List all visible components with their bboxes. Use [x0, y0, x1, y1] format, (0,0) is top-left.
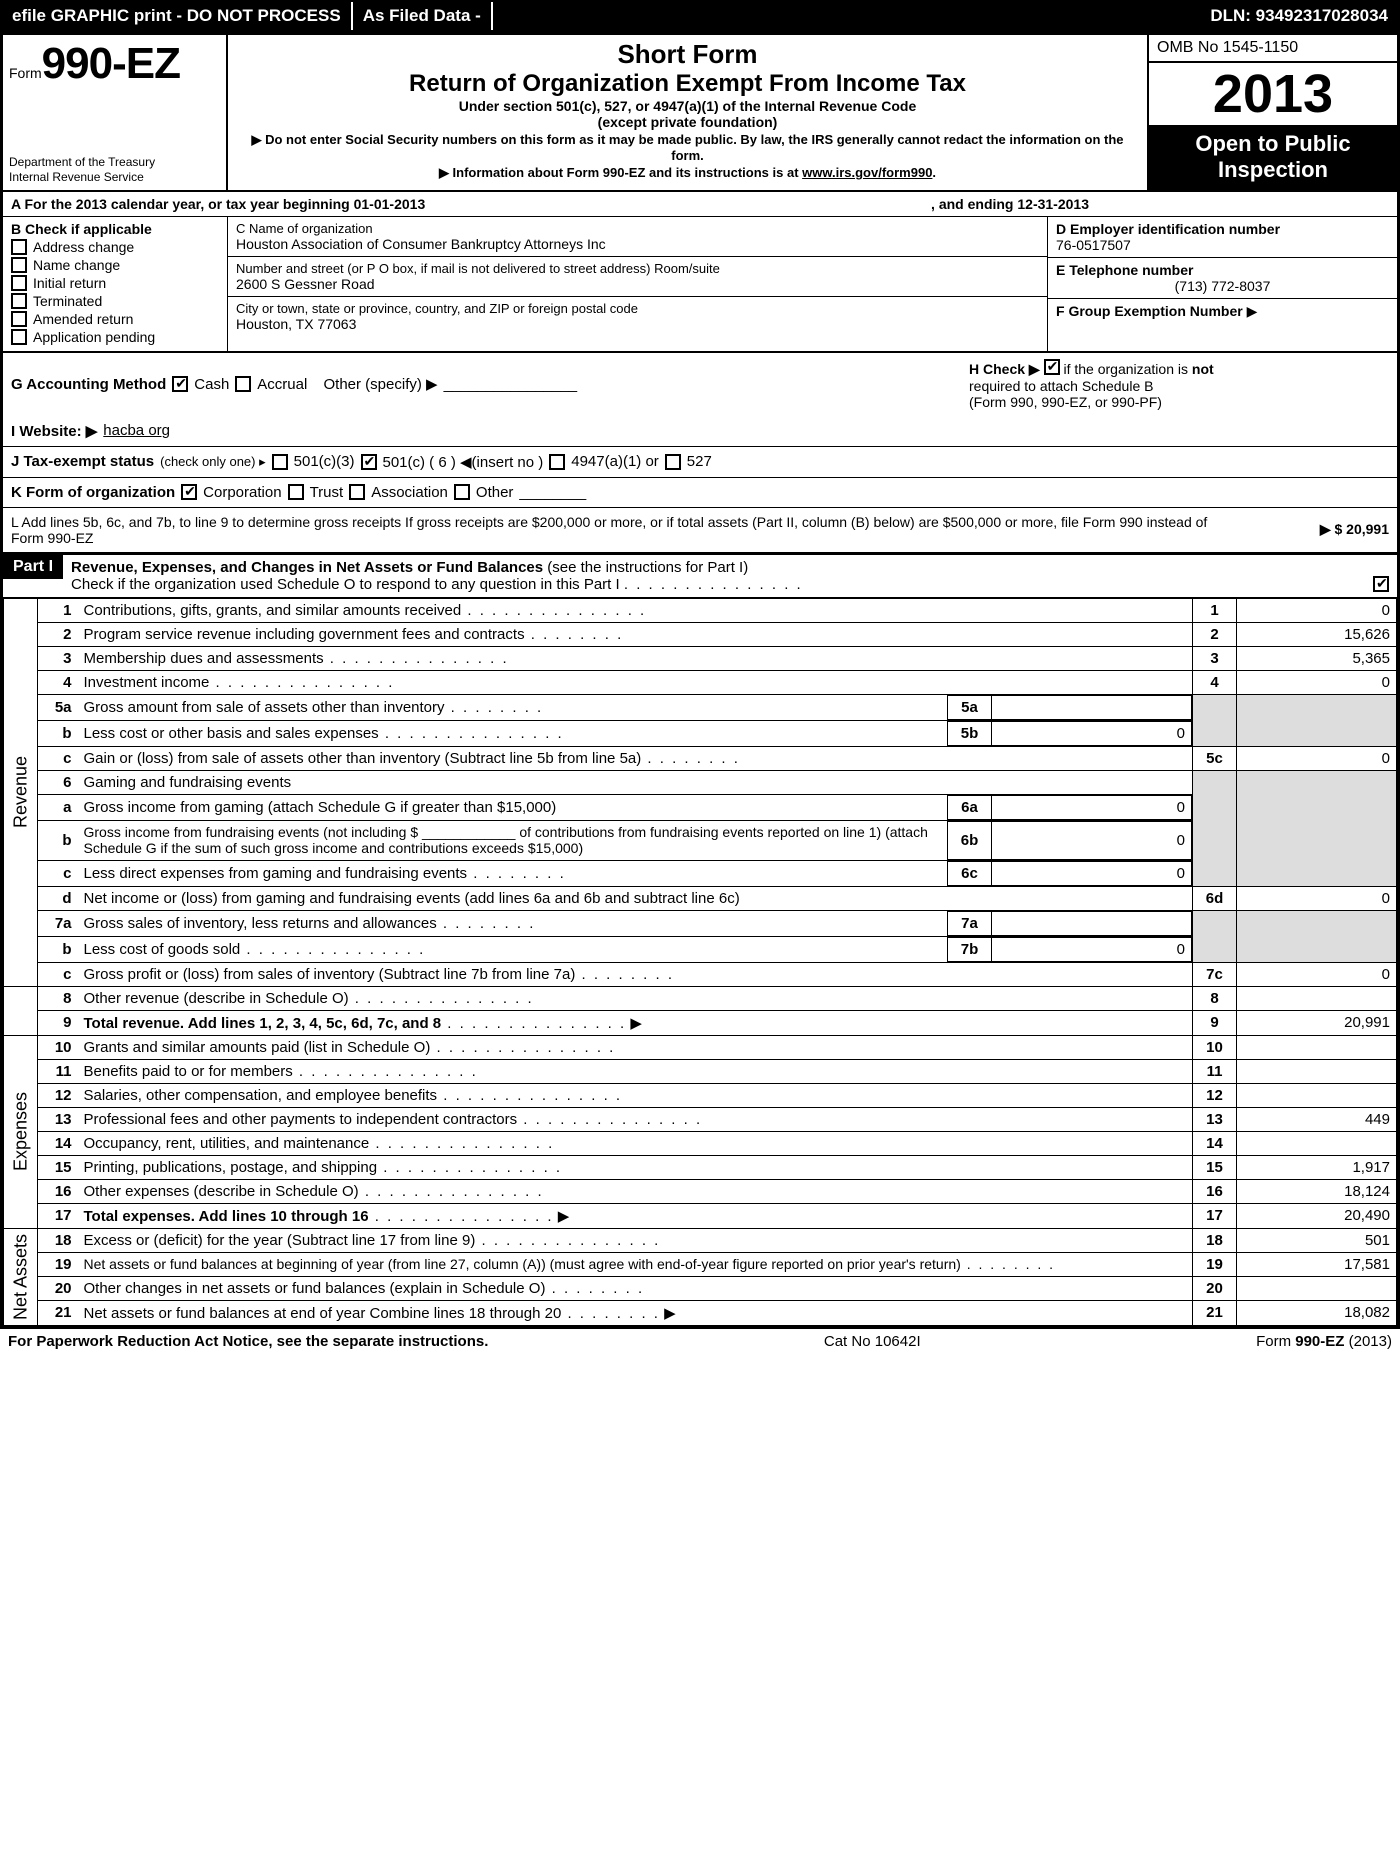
dept-treasury: Department of the Treasury	[9, 155, 220, 171]
title-return: Return of Organization Exempt From Incom…	[248, 70, 1127, 98]
chk-501c[interactable]	[361, 454, 377, 470]
val-3: 5,365	[1237, 646, 1397, 670]
line-a: A For the 2013 calendar year, or tax yea…	[3, 192, 1397, 217]
chk-initial-return[interactable]	[11, 275, 27, 291]
chk-assoc[interactable]	[349, 484, 365, 500]
title-section: Under section 501(c), 527, or 4947(a)(1)…	[248, 98, 1127, 114]
val-2: 15,626	[1237, 622, 1397, 646]
form-header: Form990-EZ Department of the Treasury In…	[3, 35, 1397, 192]
group-exemption-label: F Group Exemption Number	[1056, 303, 1243, 319]
line-l-text: L Add lines 5b, 6c, and 7b, to line 9 to…	[11, 514, 1223, 546]
chk-501c3[interactable]	[272, 454, 288, 470]
footer-cat: Cat No 10642I	[824, 1333, 921, 1350]
line-h: H Check ▶ if the organization is not req…	[969, 359, 1389, 410]
footer-right: Form 990-EZ (2013)	[1256, 1333, 1392, 1350]
val-21: 18,082	[1237, 1300, 1397, 1325]
side-revenue: Revenue	[4, 598, 38, 986]
val-10	[1237, 1035, 1397, 1059]
chk-schedule-o[interactable]	[1373, 576, 1389, 592]
footer-left: For Paperwork Reduction Act Notice, see …	[8, 1333, 488, 1350]
org-name: Houston Association of Consumer Bankrupt…	[236, 236, 1039, 252]
line-l-value: ▶ $ 20,991	[1229, 521, 1389, 538]
org-city: Houston, TX 77063	[236, 316, 1039, 332]
chk-amended[interactable]	[11, 311, 27, 327]
val-18: 501	[1237, 1228, 1397, 1252]
open-to-public: Open to PublicInspection	[1149, 125, 1397, 190]
chk-cash[interactable]	[172, 376, 188, 392]
val-13: 449	[1237, 1107, 1397, 1131]
chk-terminated[interactable]	[11, 293, 27, 309]
chk-527[interactable]	[665, 454, 681, 470]
note-ssn: ▶ Do not enter Social Security numbers o…	[248, 132, 1127, 163]
part-i-tag: Part I	[3, 555, 63, 579]
title-except: (except private foundation)	[248, 114, 1127, 130]
val-5c: 0	[1237, 746, 1397, 770]
line-j-label: J Tax-exempt status	[11, 453, 154, 470]
irs: Internal Revenue Service	[9, 170, 220, 186]
val-7c: 0	[1237, 962, 1397, 986]
chk-other-org[interactable]	[454, 484, 470, 500]
part-i-title: Revenue, Expenses, and Changes in Net As…	[71, 559, 543, 576]
ein-value: 76-0517507	[1056, 237, 1389, 253]
section-b: B Check if applicable Address change Nam…	[3, 217, 228, 351]
line-g-label: G Accounting Method	[11, 376, 166, 393]
c-name-label: C Name of organization	[236, 221, 1039, 236]
note-info: ▶ Information about Form 990-EZ and its …	[248, 165, 1127, 181]
phone-value: (713) 772-8037	[1056, 278, 1389, 294]
val-6d: 0	[1237, 886, 1397, 910]
val-16: 18,124	[1237, 1179, 1397, 1203]
part-i-table: Revenue 1 Contributions, gifts, grants, …	[3, 598, 1397, 1326]
c-addr-label: Number and street (or P O box, if mail i…	[236, 261, 1039, 276]
chk-4947[interactable]	[549, 454, 565, 470]
chk-name-change[interactable]	[11, 257, 27, 273]
chk-address-change[interactable]	[11, 239, 27, 255]
ein-label: D Employer identification number	[1056, 221, 1389, 237]
chk-schedule-b[interactable]	[1044, 359, 1060, 375]
part-i-check: Check if the organization used Schedule …	[71, 576, 620, 593]
line-i-label: I Website: ▶	[11, 422, 97, 440]
val-1: 0	[1237, 598, 1397, 622]
val-9: 20,991	[1237, 1010, 1397, 1035]
title-short-form: Short Form	[248, 39, 1127, 70]
chk-corp[interactable]	[181, 484, 197, 500]
org-address: 2600 S Gessner Road	[236, 276, 1039, 292]
form-footer: For Paperwork Reduction Act Notice, see …	[0, 1329, 1400, 1354]
efile-banner: efile GRAPHIC print - DO NOT PROCESS As …	[0, 0, 1400, 32]
tax-year: 2013	[1149, 63, 1397, 125]
val-15: 1,917	[1237, 1155, 1397, 1179]
efile-seg-2: As Filed Data -	[353, 2, 493, 30]
val-17: 20,490	[1237, 1203, 1397, 1228]
dln: DLN: 93492317028034	[1200, 2, 1398, 30]
c-city-label: City or town, state or province, country…	[236, 301, 1039, 316]
val-19: 17,581	[1237, 1252, 1397, 1276]
chk-app-pending[interactable]	[11, 329, 27, 345]
side-net-assets: Net Assets	[4, 1228, 38, 1325]
chk-accrual[interactable]	[235, 376, 251, 392]
efile-seg-1: efile GRAPHIC print - DO NOT PROCESS	[2, 2, 353, 30]
side-expenses: Expenses	[4, 1035, 38, 1228]
form-number: Form990-EZ	[9, 39, 220, 89]
omb-number: OMB No 1545-1150	[1149, 35, 1397, 63]
val-8	[1237, 986, 1397, 1010]
val-4: 0	[1237, 670, 1397, 694]
website[interactable]: hacba org	[103, 422, 170, 439]
chk-trust[interactable]	[288, 484, 304, 500]
phone-label: E Telephone number	[1056, 262, 1389, 278]
line-k-label: K Form of organization	[11, 484, 175, 501]
part-i-sub: (see the instructions for Part I)	[547, 559, 748, 576]
